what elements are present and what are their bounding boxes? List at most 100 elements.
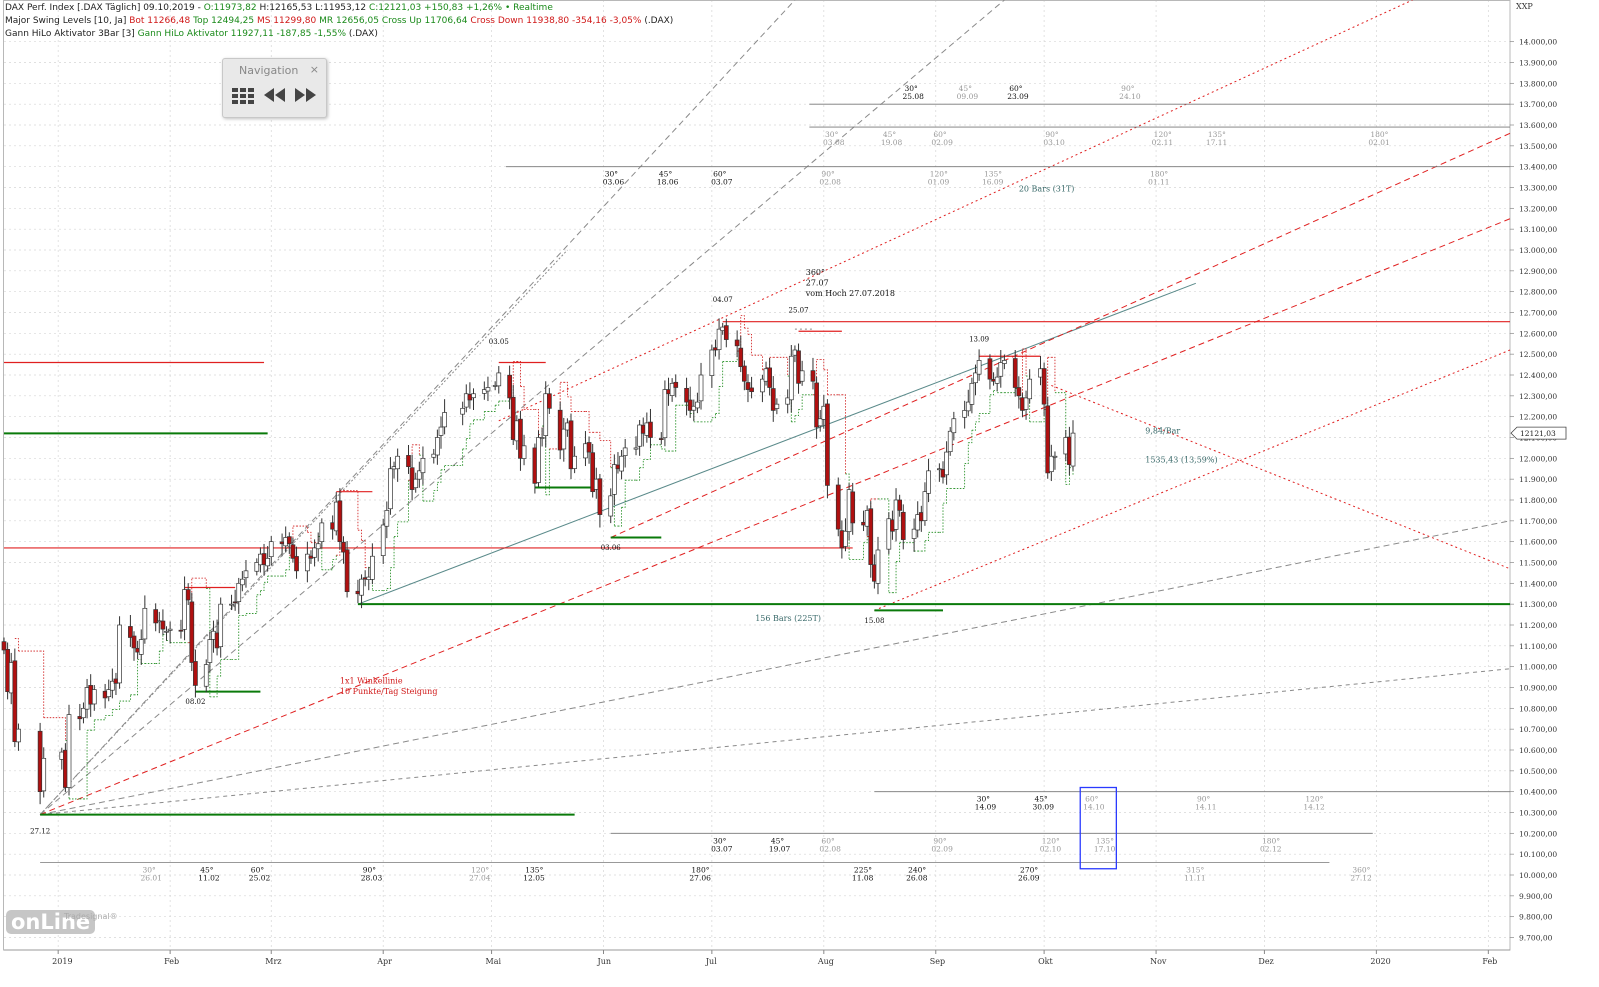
candle-down	[1, 641, 7, 651]
candle-up	[438, 426, 444, 436]
y-tick-label: 13.000,00	[1519, 246, 1557, 255]
candle-up	[138, 639, 144, 655]
pivot-label: 03.06	[601, 544, 622, 552]
cycle-date: 02.12	[1260, 844, 1282, 853]
y-tick-label: 11.200,00	[1519, 621, 1557, 630]
candle-up	[41, 757, 47, 792]
gann-step	[617, 507, 622, 527]
cycle-date: 03.07	[711, 844, 733, 853]
cycle-degree: 90°	[1045, 130, 1059, 139]
candle-down	[673, 381, 679, 388]
y-tick-label: 13.300,00	[1519, 184, 1557, 193]
gann-step	[260, 582, 265, 592]
candle-up	[698, 374, 704, 402]
y-tick-label: 13.200,00	[1519, 204, 1557, 213]
gann-step	[596, 431, 601, 441]
gann-step	[332, 555, 337, 560]
cycle-degree: 180°	[691, 866, 709, 875]
gann-step	[751, 354, 763, 370]
chart-annotation: 156 Bars (225T)	[755, 614, 821, 623]
y-tick-label: 12.500,00	[1519, 350, 1557, 359]
gann-step	[621, 480, 626, 508]
cycle-degree: 30°	[713, 836, 727, 845]
candle-down	[814, 382, 819, 428]
gann-step	[823, 369, 828, 395]
chart-annotations: 27.12 08.02 03.05 03.06 04.07 25.07 15.08 13.09…	[30, 185, 1217, 836]
gann-step	[242, 613, 247, 617]
trend-line	[39, 218, 1511, 816]
fast-forward-icon[interactable]	[293, 87, 317, 109]
y-tick-label: 11.500,00	[1519, 559, 1557, 568]
candle-down	[1016, 387, 1022, 397]
candle-up	[268, 541, 274, 558]
candle-down	[1041, 368, 1047, 405]
plot-frame	[3, 0, 1511, 951]
candle-up	[947, 430, 953, 453]
candle-down	[987, 358, 993, 380]
cycle-degree: 30°	[904, 84, 918, 93]
gann-step	[798, 394, 803, 410]
cycle-degree: 360°	[1352, 866, 1370, 875]
candle-up	[442, 412, 447, 428]
gann-step	[701, 417, 713, 423]
gann-step	[903, 542, 915, 552]
logo-online-text: onLine	[6, 910, 96, 934]
rewind-icon[interactable]	[263, 87, 287, 109]
x-tick-label: Jun	[597, 957, 612, 966]
gann-step	[296, 525, 308, 533]
y-tick-label: 11.700,00	[1519, 517, 1557, 526]
candle-up	[117, 624, 122, 684]
candle-down	[409, 467, 415, 490]
gann-step	[386, 567, 391, 589]
candle-down	[160, 620, 166, 630]
cycle-degree: 60°	[713, 170, 727, 179]
candle-down	[835, 484, 841, 530]
cycle-date: 03.10	[1043, 138, 1065, 147]
cycle-degree: 45°	[883, 130, 897, 139]
y-tick-label: 13.500,00	[1519, 142, 1557, 151]
gann-step	[711, 413, 716, 419]
candle-up	[463, 393, 469, 408]
candle-up	[16, 728, 21, 743]
candle-down	[742, 365, 747, 382]
candle-up	[799, 370, 805, 382]
gann-step	[235, 615, 240, 660]
gann-step	[747, 333, 752, 356]
cycle-date: 25.02	[249, 874, 271, 883]
candle-up	[1070, 432, 1076, 467]
cycle-degree: 135°	[525, 866, 543, 875]
cycle-date: 02.01	[1368, 138, 1389, 147]
cycle-date: 03.08	[823, 138, 845, 147]
chart-annotation: 360°	[806, 268, 825, 277]
grid-menu-icon[interactable]	[231, 87, 255, 109]
close-icon[interactable]: ×	[309, 63, 319, 76]
cycle-degree: 315°	[1186, 866, 1204, 875]
candle-up	[608, 495, 614, 517]
y-tick-label: 10.800,00	[1519, 704, 1557, 713]
gann-step	[321, 559, 334, 571]
candle-down	[648, 421, 653, 438]
navigation-panel[interactable]: Navigation ×	[222, 58, 327, 118]
gann-step	[939, 503, 944, 533]
gann-step	[245, 594, 258, 614]
cycle-date: 19.07	[769, 844, 791, 853]
candle-up	[944, 451, 949, 476]
candle-down	[850, 491, 856, 524]
candle-up	[1002, 360, 1007, 364]
y-tick-label: 11.900,00	[1519, 475, 1557, 484]
candle-down	[687, 399, 693, 411]
swing-mr: MR 12656,05	[316, 16, 379, 26]
gann-step	[794, 409, 799, 417]
pivot-label: 13.09	[969, 336, 989, 344]
candle-up	[388, 468, 393, 510]
pivot-label: 03.05	[489, 338, 509, 346]
cycle-degree: 60°	[821, 836, 835, 845]
gann-step	[520, 386, 525, 410]
candle-down	[12, 660, 18, 743]
gann-step	[1004, 388, 1016, 394]
y-tick-label: 10.600,00	[1519, 746, 1557, 755]
candle-up	[435, 437, 440, 456]
gann-step	[585, 411, 590, 433]
candle-up	[395, 455, 401, 470]
